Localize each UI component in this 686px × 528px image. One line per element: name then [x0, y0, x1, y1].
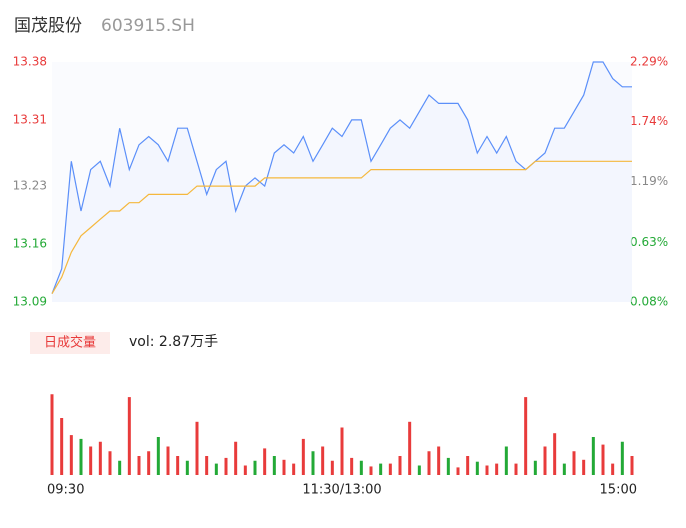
volume-bar [543, 446, 547, 475]
stock-code: 603915.SH [101, 16, 195, 36]
volume-bar [475, 461, 479, 475]
volume-bar [408, 421, 412, 475]
volume-bar [50, 394, 54, 475]
volume-bar [214, 463, 218, 475]
volume-bar [562, 463, 566, 475]
volume-bar [234, 441, 238, 475]
volume-bar [108, 451, 112, 475]
volume-bar [601, 444, 605, 475]
volume-bar [185, 460, 189, 475]
volume-bar [243, 465, 247, 475]
y2-tick-label: 2.29% [630, 55, 668, 69]
x-tick-label: 15:00 [600, 483, 637, 498]
volume-bar [224, 457, 228, 475]
volume-button-label[interactable]: 日成交量 [44, 335, 96, 351]
volume-bar [417, 465, 421, 475]
volume-bar [282, 459, 286, 475]
volume-bar [591, 437, 595, 475]
volume-bar [156, 437, 160, 475]
volume-bar [379, 463, 383, 475]
volume-bar [388, 463, 392, 475]
volume-bar [89, 446, 93, 475]
volume-bar [321, 446, 325, 475]
y-tick-label: 13.09 [13, 295, 47, 309]
volume-bar [456, 467, 460, 475]
y-tick-label: 13.16 [13, 237, 47, 251]
volume-bar [572, 451, 576, 475]
volume-button[interactable] [30, 332, 110, 354]
volume-bar [533, 460, 537, 475]
x-tick-label: 11:30/13:00 [302, 483, 381, 498]
volume-bar [147, 451, 151, 475]
volume-bar [118, 460, 122, 475]
volume-bar [79, 438, 83, 475]
volume-bar [253, 460, 257, 475]
volume-bar [485, 465, 489, 475]
volume-bar [620, 441, 624, 475]
y2-tick-label: 1.74% [630, 114, 668, 128]
y-tick-label: 13.38 [13, 55, 47, 69]
volume-bar [137, 456, 141, 475]
volume-bar [263, 448, 267, 475]
volume-bar [524, 397, 528, 475]
volume-bar [611, 463, 615, 475]
volume-bar [69, 435, 73, 475]
volume-bar [582, 459, 586, 475]
volume-bar [350, 457, 354, 475]
volume-bar [272, 456, 276, 475]
volume-bar [398, 456, 402, 475]
volume-bar [60, 418, 64, 475]
volume-bar [127, 397, 131, 475]
volume-bar [446, 457, 450, 475]
volume-bar [466, 456, 470, 475]
volume-bar [427, 451, 431, 475]
volume-bar [504, 446, 508, 475]
volume-bar [166, 446, 170, 475]
average-line [51, 160, 632, 295]
y2-tick-label: 0.63% [630, 235, 668, 249]
volume-bar [630, 456, 634, 475]
volume-bar [553, 433, 557, 475]
volume-bar [176, 456, 180, 475]
volume-bar [340, 427, 344, 475]
volume-bar [301, 438, 305, 475]
y-tick-label: 13.31 [13, 112, 47, 126]
volume-label: vol: 2.87万手 [129, 334, 218, 350]
volume-bar [330, 460, 334, 475]
volume-bar [195, 421, 199, 475]
volume-bar [495, 463, 499, 475]
price-area [52, 62, 632, 302]
volume-bar [437, 446, 441, 475]
volume-bar [369, 466, 373, 475]
volume-bar [311, 451, 315, 475]
stock-name: 国茂股份 [14, 16, 82, 36]
x-tick-label: 09:30 [47, 483, 84, 498]
volume-bar [205, 456, 209, 475]
y2-tick-label: 1.19% [630, 174, 668, 188]
volume-bar [292, 463, 296, 475]
y-tick-label: 13.23 [13, 179, 47, 193]
volume-bar [98, 441, 102, 475]
y2-tick-label: 0.08% [630, 295, 668, 309]
volume-bar [359, 460, 363, 475]
volume-bar [514, 463, 518, 475]
